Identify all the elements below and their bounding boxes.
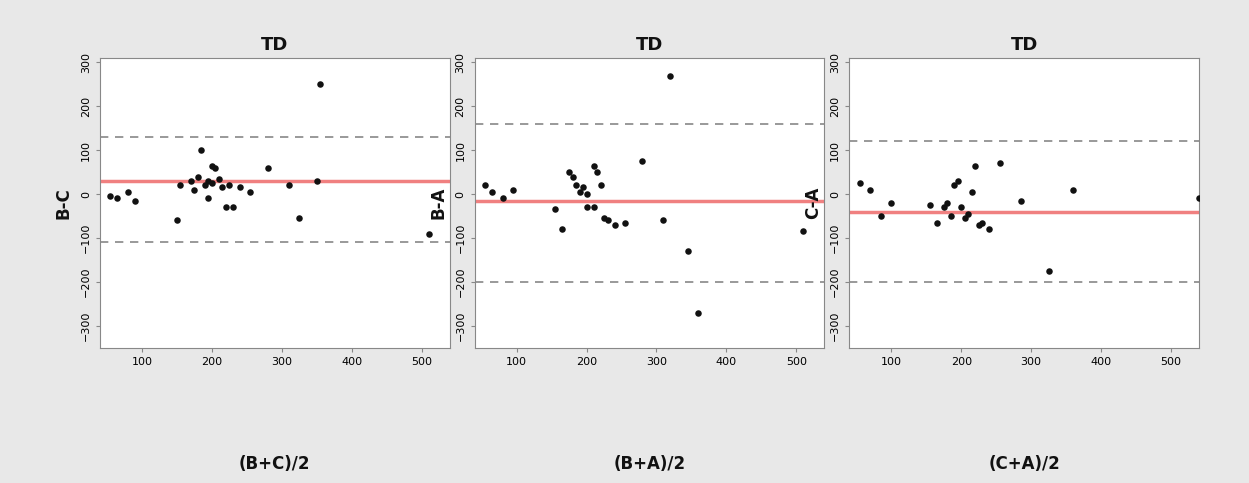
Point bbox=[562, 172, 582, 180]
Point bbox=[1063, 186, 1083, 194]
Point bbox=[605, 221, 624, 228]
Point bbox=[632, 157, 652, 165]
Point bbox=[257, 164, 277, 171]
Point bbox=[934, 203, 954, 211]
Point bbox=[1032, 348, 1052, 356]
Point bbox=[492, 195, 512, 202]
Point bbox=[1189, 195, 1209, 202]
Point bbox=[195, 182, 215, 189]
Point bbox=[290, 214, 310, 222]
Text: (B+C)/2: (B+C)/2 bbox=[239, 455, 311, 473]
Point bbox=[615, 219, 634, 227]
Point bbox=[482, 188, 502, 196]
Point bbox=[591, 182, 611, 189]
Point bbox=[202, 179, 222, 187]
Point bbox=[952, 203, 972, 211]
Point bbox=[222, 203, 242, 211]
Point bbox=[279, 182, 299, 189]
Title: TD: TD bbox=[261, 36, 289, 54]
Point bbox=[688, 309, 708, 316]
Point bbox=[1010, 197, 1030, 204]
Point bbox=[475, 182, 495, 189]
Point bbox=[678, 247, 698, 255]
Point bbox=[552, 226, 572, 233]
Point bbox=[595, 214, 615, 222]
Point bbox=[560, 168, 580, 176]
Point bbox=[191, 146, 211, 154]
Point bbox=[927, 219, 947, 227]
Title: TD: TD bbox=[1010, 36, 1038, 54]
Y-axis label: B-C: B-C bbox=[55, 187, 72, 219]
Point bbox=[965, 162, 985, 170]
Point bbox=[240, 188, 260, 196]
Point bbox=[577, 190, 597, 198]
Point bbox=[310, 81, 330, 88]
Point bbox=[962, 188, 982, 196]
Point bbox=[944, 182, 964, 189]
Point bbox=[919, 201, 939, 209]
Point bbox=[573, 184, 593, 191]
Point bbox=[979, 226, 999, 233]
Point bbox=[1039, 267, 1059, 275]
Point bbox=[972, 219, 992, 227]
Point bbox=[185, 186, 205, 194]
Point bbox=[107, 195, 127, 202]
Point bbox=[202, 162, 222, 170]
Point bbox=[117, 188, 137, 196]
Point bbox=[882, 199, 902, 207]
Point bbox=[212, 184, 232, 191]
Point bbox=[793, 227, 813, 235]
Point bbox=[587, 168, 607, 176]
Point bbox=[199, 177, 219, 185]
Point bbox=[849, 179, 869, 187]
Point bbox=[566, 182, 586, 189]
Point bbox=[661, 71, 681, 79]
Point bbox=[583, 203, 603, 211]
Point bbox=[216, 203, 236, 211]
Point bbox=[170, 182, 190, 189]
Point bbox=[958, 210, 978, 218]
Point bbox=[187, 172, 207, 180]
Text: (C+A)/2: (C+A)/2 bbox=[988, 455, 1060, 473]
Point bbox=[989, 159, 1009, 167]
Point bbox=[577, 203, 597, 211]
Point bbox=[545, 206, 565, 213]
Point bbox=[209, 175, 229, 183]
Point bbox=[597, 216, 617, 224]
Point bbox=[418, 230, 438, 238]
Point bbox=[167, 216, 187, 224]
Point bbox=[969, 221, 989, 228]
Point bbox=[954, 214, 974, 222]
Point bbox=[937, 199, 957, 207]
Title: TD: TD bbox=[636, 36, 663, 54]
Point bbox=[125, 197, 145, 204]
Point bbox=[940, 212, 960, 220]
Point bbox=[503, 186, 523, 194]
Point bbox=[307, 177, 327, 185]
Point bbox=[653, 216, 673, 224]
Point bbox=[570, 188, 590, 196]
Point bbox=[220, 182, 240, 189]
Point bbox=[230, 184, 250, 191]
Text: (B+A)/2: (B+A)/2 bbox=[613, 455, 686, 473]
Point bbox=[199, 195, 219, 202]
Point bbox=[861, 186, 881, 194]
Point bbox=[948, 177, 968, 185]
Y-axis label: B-A: B-A bbox=[430, 186, 447, 219]
Y-axis label: C-A: C-A bbox=[804, 186, 822, 219]
Point bbox=[181, 177, 201, 185]
Point bbox=[583, 162, 603, 170]
Point bbox=[871, 212, 891, 220]
Point bbox=[205, 164, 225, 171]
Point bbox=[100, 192, 120, 200]
